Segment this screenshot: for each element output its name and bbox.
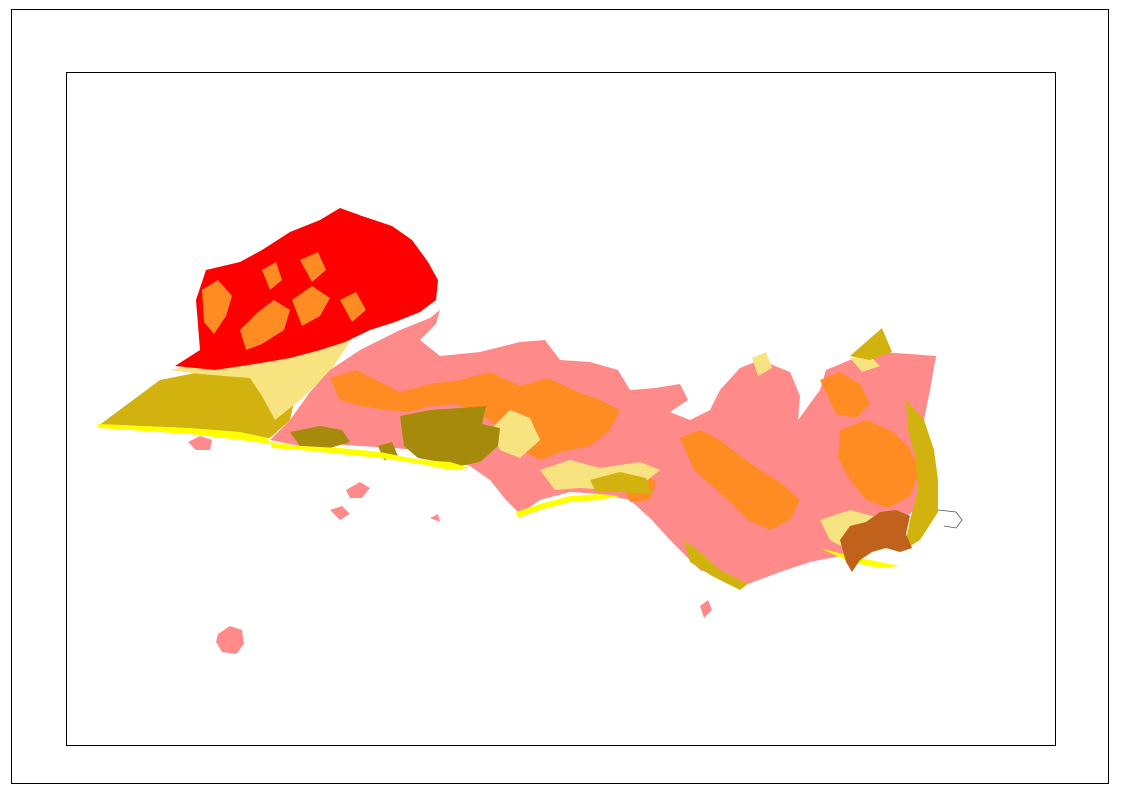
island-small-5 — [188, 436, 212, 450]
zone-coast-yellow-east — [270, 442, 900, 568]
zone-dark-olive — [290, 406, 500, 466]
zone-olive-west — [98, 372, 298, 438]
zone-coast-yellow-west — [98, 424, 270, 444]
island-small-2 — [346, 482, 370, 498]
line-feature-east — [937, 509, 963, 529]
island-west — [216, 626, 244, 654]
map-frame — [66, 72, 1056, 746]
page-frame — [11, 9, 1109, 784]
zone-light-yellow-west — [170, 338, 352, 420]
island-small-1 — [330, 506, 350, 520]
island-small-4 — [700, 600, 712, 618]
zone-brown — [840, 510, 912, 572]
island-small-3 — [430, 514, 440, 522]
